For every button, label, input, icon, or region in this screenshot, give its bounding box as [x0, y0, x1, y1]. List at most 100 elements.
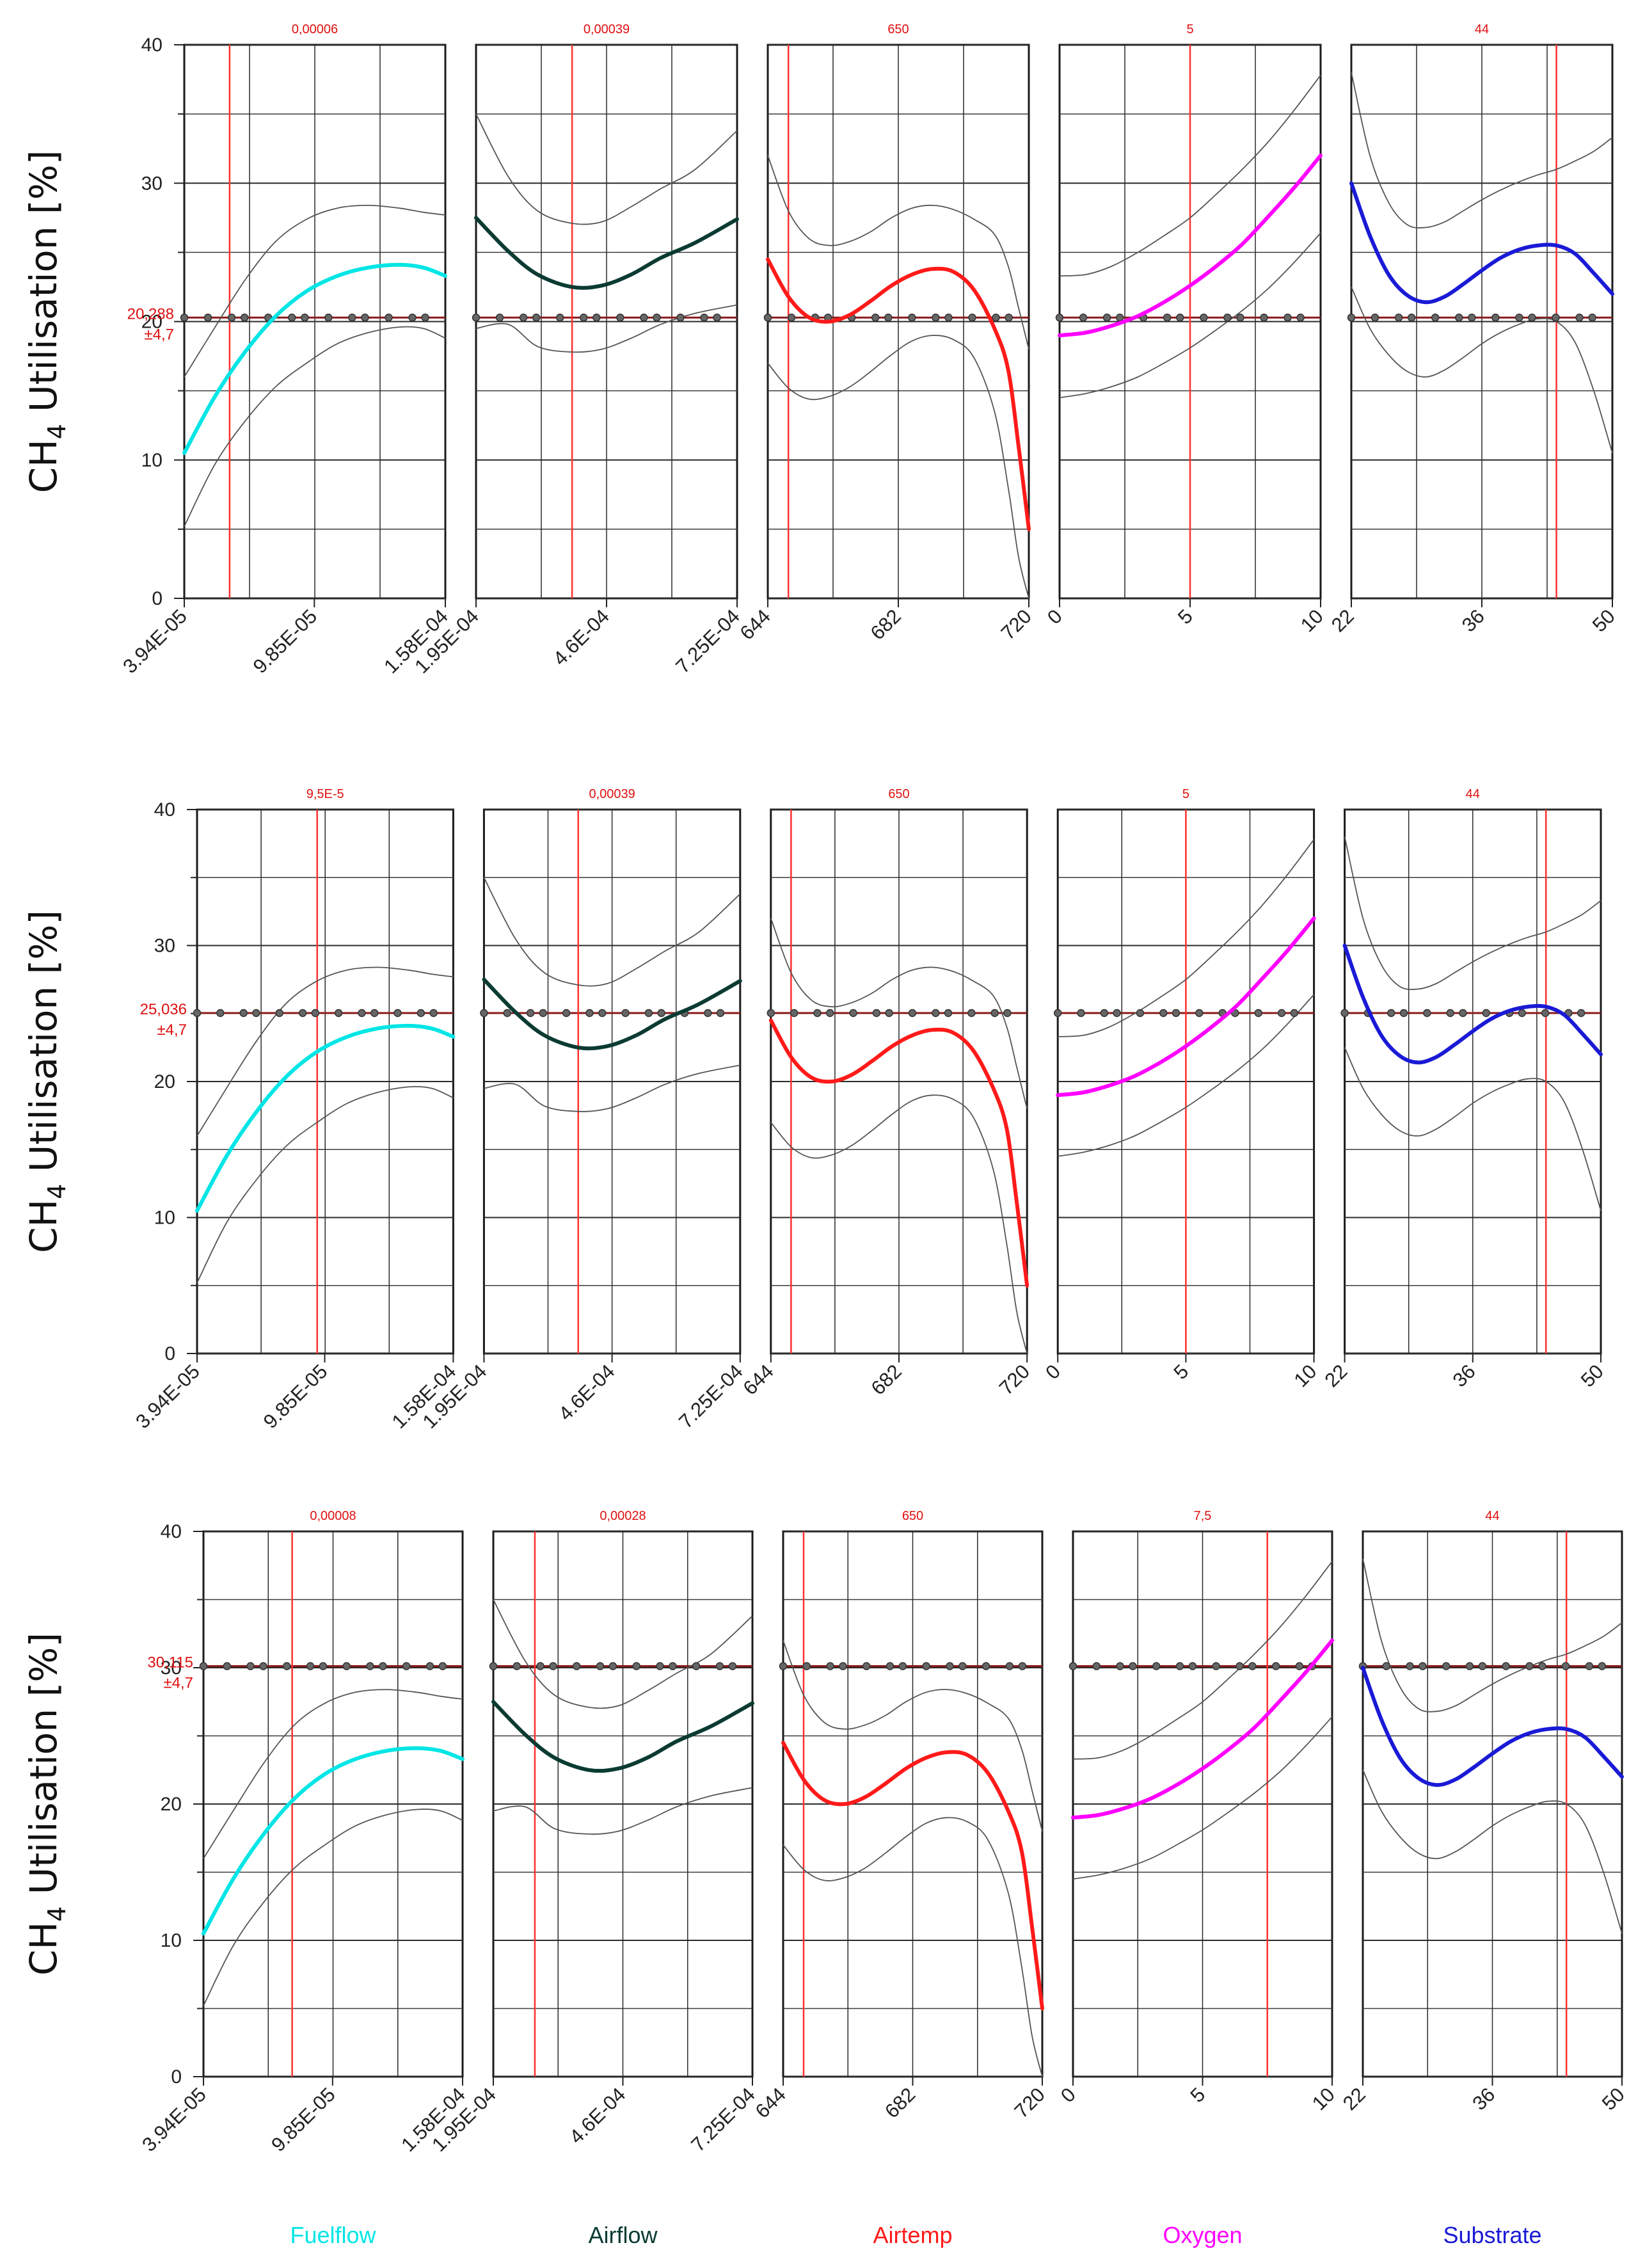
design-point-marker — [342, 1662, 351, 1670]
design-point-marker — [1176, 314, 1184, 322]
current-setting-label: 44 — [1466, 787, 1480, 801]
y-tick-label: 40 — [161, 1521, 182, 1542]
upper-confidence-band — [196, 966, 454, 1137]
design-point-marker — [358, 1009, 366, 1018]
prediction-curve-oxygen — [1058, 154, 1323, 338]
prediction-curve-oxygen — [1056, 916, 1316, 1098]
y-axis-title-prefix: CH — [22, 1199, 65, 1253]
y-tick-label: 30 — [141, 173, 163, 194]
design-point-marker — [1069, 1662, 1077, 1670]
response-value-label: 25,036 — [140, 1001, 187, 1018]
design-point-marker — [872, 1009, 881, 1018]
design-point-marker — [704, 1009, 712, 1018]
design-point-marker — [1152, 1662, 1161, 1670]
design-point-marker — [379, 1662, 387, 1670]
design-point-marker — [438, 1662, 447, 1670]
y-tick-label: 30 — [154, 936, 175, 957]
design-point-marker — [572, 1662, 581, 1670]
current-setting-label: 0,00039 — [584, 22, 630, 36]
current-setting-label: 9,5E-5 — [306, 787, 344, 801]
design-point-marker — [616, 314, 624, 322]
design-point-marker — [1260, 314, 1268, 322]
design-point-marker — [1100, 1009, 1109, 1018]
design-point-marker — [908, 1009, 917, 1018]
design-point-marker — [944, 314, 953, 322]
y-tick-label: 40 — [154, 799, 175, 820]
prediction-curve-airflow — [482, 977, 742, 1051]
response-value-label: 30,115 — [147, 1654, 193, 1672]
legend-label-fuelflow: Fuelflow — [290, 2222, 376, 2248]
design-point-marker — [1399, 1009, 1408, 1018]
design-point-marker — [1236, 1662, 1244, 1670]
design-point-marker — [1575, 314, 1584, 322]
design-point-marker — [227, 314, 236, 322]
design-point-marker — [692, 1662, 701, 1670]
design-point-marker — [946, 1662, 954, 1670]
design-point-marker — [932, 1009, 940, 1018]
prediction-curve-substrate — [1361, 1666, 1624, 1787]
upper-confidence-band — [483, 877, 741, 987]
design-point-marker — [1055, 314, 1064, 322]
design-point-marker — [1248, 1662, 1257, 1670]
design-point-marker — [549, 1662, 557, 1670]
design-point-marker — [1518, 1009, 1527, 1018]
design-point-marker — [716, 1009, 725, 1018]
y-tick-label: 10 — [141, 450, 163, 471]
upper-confidence-band — [1059, 75, 1321, 276]
design-point-marker — [632, 1662, 640, 1670]
lower-confidence-band — [203, 1809, 463, 2006]
design-point-marker — [519, 314, 528, 322]
design-point-marker — [1394, 314, 1403, 322]
design-point-marker — [1431, 314, 1440, 322]
design-point-marker — [429, 1009, 438, 1018]
design-point-marker — [1271, 1662, 1280, 1670]
design-point-marker — [1454, 314, 1463, 322]
design-point-marker — [908, 314, 916, 322]
design-point-marker — [1442, 1662, 1450, 1670]
design-point-marker — [862, 1662, 871, 1670]
current-setting-label: 0,00028 — [600, 1509, 646, 1523]
design-point-marker — [562, 1009, 571, 1018]
design-point-marker — [1129, 1662, 1137, 1670]
lower-confidence-band — [1344, 1047, 1601, 1211]
design-point-marker — [1212, 1662, 1220, 1670]
design-point-marker — [656, 1662, 664, 1670]
design-point-marker — [849, 1009, 857, 1018]
current-setting-label: 5 — [1182, 787, 1189, 801]
design-point-marker — [1295, 1662, 1304, 1670]
design-point-marker — [417, 1009, 425, 1018]
design-point-marker — [1077, 1009, 1085, 1018]
upper-confidence-band — [783, 1640, 1043, 1832]
design-point-marker — [657, 1009, 665, 1018]
upper-confidence-band — [493, 1599, 753, 1709]
design-point-marker — [1005, 1662, 1014, 1670]
design-point-marker — [1136, 1009, 1145, 1018]
design-point-marker — [472, 314, 481, 322]
upper-confidence-band — [1072, 1561, 1333, 1760]
design-point-marker — [1541, 1009, 1550, 1018]
design-point-marker — [203, 314, 212, 322]
design-point-marker — [503, 1009, 511, 1018]
design-point-marker — [640, 314, 648, 322]
prediction-curve-substrate — [1349, 181, 1614, 305]
design-point-marker — [592, 314, 601, 322]
design-point-marker — [1296, 314, 1305, 322]
design-point-marker — [513, 1662, 521, 1670]
design-point-marker — [246, 1662, 255, 1670]
lower-confidence-band — [196, 1086, 454, 1283]
profiler-panel-1: CH4 Utilisation [%]01020304020,288±4,70,… — [22, 22, 1619, 678]
design-point-marker — [922, 1662, 930, 1670]
design-point-marker — [1223, 314, 1232, 322]
design-point-marker — [676, 314, 685, 322]
design-point-marker — [621, 1009, 630, 1018]
lower-confidence-band — [1351, 287, 1613, 454]
design-point-marker — [825, 1009, 834, 1018]
upper-confidence-band — [184, 204, 446, 378]
design-point-marker — [421, 314, 429, 322]
design-point-marker — [767, 1009, 775, 1018]
design-point-marker — [1102, 314, 1111, 322]
subplot-oxygen: 7,50 5 10 — [1056, 1509, 1339, 2114]
prediction-curve-fuelflow — [202, 1746, 465, 1936]
design-point-marker — [348, 314, 356, 322]
